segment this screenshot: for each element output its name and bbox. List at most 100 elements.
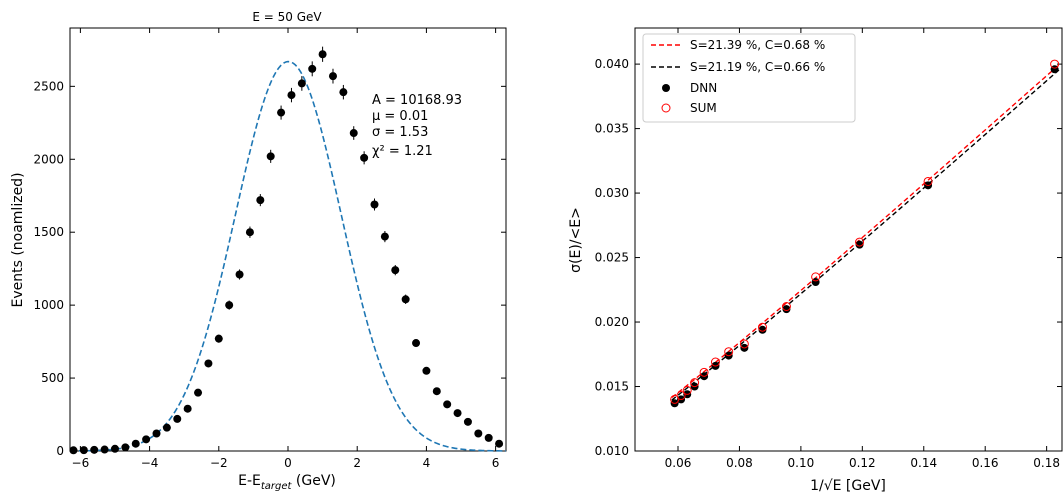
left-data-point xyxy=(495,439,504,448)
left-data-point xyxy=(131,439,140,448)
sum-point xyxy=(699,367,709,377)
sum-point xyxy=(682,385,692,395)
left-data-point xyxy=(277,108,286,117)
left-data-point xyxy=(474,429,483,438)
right-y-tick-label: 0.020 xyxy=(595,315,629,329)
left-x-tick-label: 0 xyxy=(284,456,292,470)
left-data-point xyxy=(100,445,109,454)
left-data-point xyxy=(349,129,358,138)
left-data-point xyxy=(194,388,203,397)
right-y-tick-label: 0.035 xyxy=(595,122,629,136)
left-data-point xyxy=(121,443,130,452)
sum-point xyxy=(923,176,933,186)
left-data-point xyxy=(401,295,410,304)
left-data-point xyxy=(69,446,78,455)
sum-point xyxy=(757,322,767,332)
annot-amplitude: A = 10168.93 xyxy=(372,93,462,108)
right-y-tick-label: 0.015 xyxy=(595,380,629,394)
sum-point xyxy=(855,237,865,247)
left-data-point xyxy=(308,64,317,73)
right-y-tick-label: 0.030 xyxy=(595,186,629,200)
sum-point xyxy=(670,394,680,404)
left-data-point xyxy=(142,435,151,444)
left-data-point xyxy=(235,270,244,279)
left-data-point xyxy=(360,153,369,162)
legend: S=21.39 %, C=0.68 % S=21.19 %, C=0.66 % … xyxy=(642,33,856,123)
right-y-axis-label: σ(E)/<E> xyxy=(568,207,584,273)
right-x-tick-label: 0.16 xyxy=(972,456,999,470)
left-xlabel-sub: target xyxy=(261,481,293,492)
left-y-tick-label: 0 xyxy=(56,444,64,458)
annot-mu: μ = 0.01 xyxy=(372,109,428,124)
left-data-point xyxy=(152,429,161,438)
dnn-point xyxy=(782,305,791,314)
left-y-tick-label: 2500 xyxy=(33,79,64,93)
left-gaussian-fit-curve xyxy=(69,60,507,452)
right-y-tick-label: 0.040 xyxy=(595,57,629,71)
right-x-tick-label: 0.12 xyxy=(849,456,876,470)
left-data-point xyxy=(79,446,88,455)
left-data-point xyxy=(183,404,192,413)
left-data-point xyxy=(214,334,223,343)
left-data-point xyxy=(370,200,379,209)
legend-red-fit-label: S=21.39 %, C=0.68 % xyxy=(690,38,825,52)
legend-sum-marker xyxy=(661,103,671,113)
left-data-point xyxy=(225,301,234,310)
right-x-tick-label: 0.18 xyxy=(1033,456,1060,470)
left-data-point xyxy=(173,414,182,423)
left-data-point xyxy=(463,417,472,426)
left-data-point xyxy=(391,266,400,275)
legend-sum-label: SUM xyxy=(690,101,717,115)
right-x-tick-label: 0.08 xyxy=(726,456,753,470)
sum-point xyxy=(811,272,821,282)
left-plot-frame xyxy=(69,27,507,452)
left-x-axis-label: E-Etarget (GeV) xyxy=(238,473,336,492)
left-xlabel-main: E-E xyxy=(238,473,261,489)
annot-chi2: χ² = 1.21 xyxy=(372,144,433,159)
legend-dnn-marker xyxy=(662,84,670,92)
left-data-point xyxy=(484,433,493,442)
left-x-tick-label: 4 xyxy=(423,456,431,470)
sum-point xyxy=(724,347,734,357)
left-data-point xyxy=(204,359,213,368)
left-x-tick-label: −2 xyxy=(210,456,228,470)
left-data-point xyxy=(318,50,327,59)
left-xlabel-end: (GeV) xyxy=(291,473,335,489)
right-ticks: 0.06 0.08 0.10 0.12 0.14 0.16 0.18 0.010 0.015 0.… xyxy=(595,28,1062,470)
left-data-point xyxy=(287,91,296,100)
sum-point xyxy=(710,357,720,367)
left-fit-annotations: A = 10168.93 μ = 0.01 σ = 1.53 χ² = 1.21 xyxy=(372,93,462,159)
left-data-point xyxy=(412,339,421,348)
black-fit-line xyxy=(671,69,1060,401)
left-data-point xyxy=(328,72,337,81)
left-x-tick-label: 6 xyxy=(492,456,500,470)
left-data-points xyxy=(69,46,504,455)
left-y-tick-label: 1500 xyxy=(33,225,64,239)
left-ticks: −6 −4 −2 0 2 4 6 0 500 1000 1500 2000 2500 xyxy=(33,28,506,470)
left-y-tick-label: 1000 xyxy=(33,298,64,312)
left-data-point xyxy=(245,228,254,237)
sum-point xyxy=(690,378,700,388)
sum-point xyxy=(781,302,791,312)
left-data-point xyxy=(162,423,171,432)
right-x-tick-label: 0.14 xyxy=(910,456,937,470)
dnn-point xyxy=(855,240,864,249)
left-y-tick-label: 2000 xyxy=(33,152,64,166)
left-data-point xyxy=(266,152,275,161)
sum-point xyxy=(1050,59,1060,69)
left-data-point xyxy=(422,366,431,375)
left-data-point xyxy=(256,196,265,205)
dnn-point xyxy=(758,325,767,334)
right-plot-frame xyxy=(634,27,1063,452)
right-x-tick-label: 0.10 xyxy=(788,456,815,470)
right-chart-panel: 0.06 0.08 0.10 0.12 0.14 0.16 0.18 0.010 0.015 0.… xyxy=(568,27,1063,494)
sum-point xyxy=(676,391,686,401)
legend-dnn-label: DNN xyxy=(690,81,717,95)
left-data-point xyxy=(432,387,441,396)
left-chart-panel: E = 50 GeV −6 −4 −2 0 2 4 6 0 500 1000 1500 2000 250… xyxy=(10,10,507,492)
right-fit-lines xyxy=(671,64,1060,401)
left-data-point xyxy=(339,88,348,97)
left-data-point xyxy=(90,445,99,454)
left-y-tick-label: 500 xyxy=(41,371,64,385)
